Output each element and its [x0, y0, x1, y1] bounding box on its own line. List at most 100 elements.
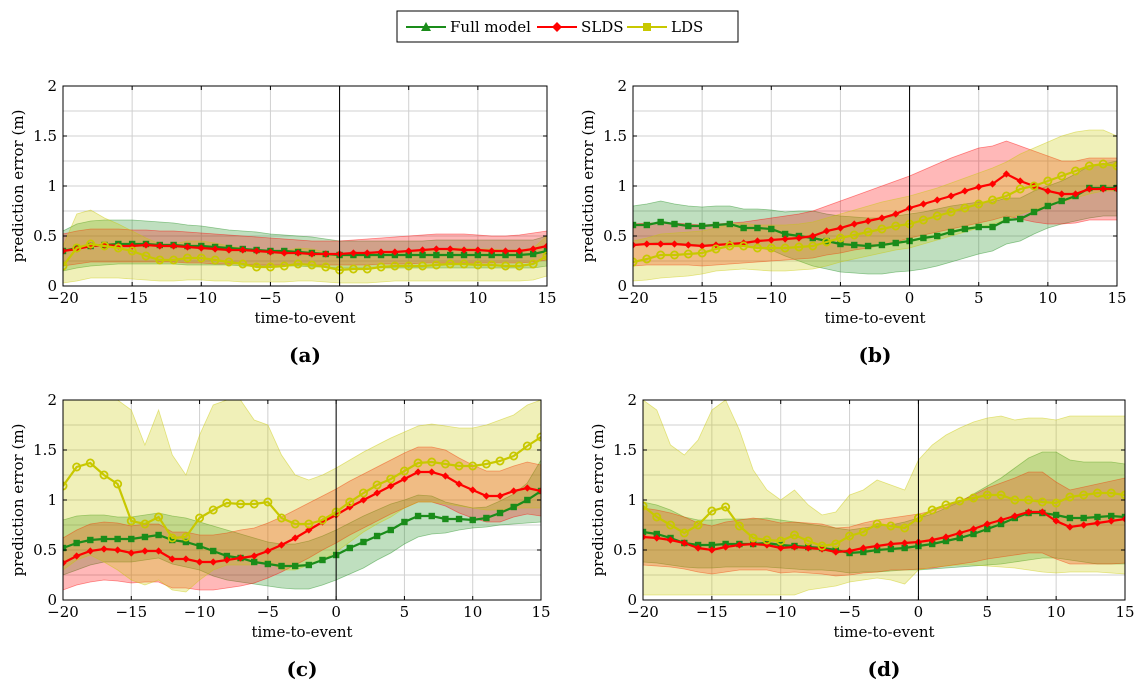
point-slds: [956, 529, 964, 537]
point-slds: [114, 242, 122, 250]
point-lds: [1043, 176, 1053, 186]
point-slds: [529, 245, 537, 253]
point-lds: [321, 262, 331, 272]
point-full-model: [496, 509, 504, 517]
point-full-model: [929, 540, 936, 548]
point-lds: [418, 261, 428, 271]
point-lds: [725, 241, 735, 251]
point-lds: [413, 458, 423, 468]
point-lds: [473, 260, 483, 270]
x-tick-label: −15: [115, 603, 147, 621]
point-lds: [495, 456, 505, 466]
point-slds: [850, 220, 858, 228]
x-axis-label: time-to-event: [824, 309, 925, 327]
legend-diamond-icon: [552, 22, 562, 32]
point-full-model: [873, 546, 881, 554]
point-full-model: [754, 224, 761, 232]
panel-label: (d): [868, 657, 901, 681]
point-lds: [652, 512, 662, 522]
x-tick-label: −5: [259, 289, 281, 307]
point-lds: [666, 520, 676, 530]
point-lds: [1065, 492, 1075, 502]
point-slds: [322, 250, 330, 258]
point-slds: [1011, 512, 1019, 520]
point-lds: [817, 541, 827, 551]
point-lds: [707, 506, 717, 516]
point-full-model: [878, 241, 886, 249]
point-full-model: [419, 251, 426, 259]
point-slds: [684, 241, 692, 249]
point-slds: [501, 247, 510, 255]
point-lds: [835, 233, 845, 243]
point-full-model: [182, 538, 190, 546]
point-full-model: [251, 558, 258, 566]
point-lds: [960, 203, 970, 213]
point-full-model: [685, 222, 692, 230]
panel-label: (c): [286, 657, 317, 681]
point-slds: [183, 243, 192, 251]
point-slds: [363, 249, 371, 257]
x-tick-label: 10: [1047, 603, 1066, 621]
point-slds: [446, 245, 454, 253]
point-slds: [349, 249, 357, 257]
point-lds: [1029, 181, 1039, 191]
point-slds: [1113, 185, 1117, 193]
point-slds: [749, 540, 757, 548]
x-tick-label: 15: [1107, 289, 1126, 307]
point-full-model: [460, 251, 468, 259]
point-full-model: [87, 536, 94, 544]
y-tick-label: 1: [617, 177, 627, 195]
point-slds: [1071, 190, 1080, 198]
point-full-model: [141, 533, 149, 541]
point-lds: [849, 230, 859, 240]
point-full-model: [63, 544, 67, 552]
legend: Full model SLDS LDS: [396, 10, 739, 43]
point-full-model: [864, 242, 872, 250]
point-slds: [864, 217, 872, 225]
point-lds: [891, 221, 901, 231]
point-lds: [362, 264, 372, 274]
y-tick-label: 1.5: [33, 441, 57, 459]
point-lds: [487, 260, 497, 270]
point-full-model: [1003, 216, 1010, 224]
point-slds: [1038, 508, 1046, 516]
point-slds: [1121, 515, 1125, 523]
point-lds: [345, 497, 355, 507]
point-lds: [113, 243, 123, 253]
point-full-model: [155, 531, 162, 539]
point-lds: [900, 523, 910, 533]
point-full-model: [278, 562, 285, 570]
point-slds: [1044, 187, 1052, 195]
point-full-model: [975, 223, 982, 231]
point-full-model: [414, 512, 422, 520]
point-slds: [809, 232, 817, 240]
point-lds: [348, 264, 358, 274]
x-tick-label: −15: [686, 289, 718, 307]
point-lds: [711, 244, 721, 254]
x-tick-label: 5: [983, 603, 993, 621]
point-full-model: [469, 516, 476, 524]
point-full-model: [428, 512, 435, 520]
point-slds: [142, 241, 150, 249]
point-slds: [653, 534, 661, 542]
legend-label-lds: LDS: [671, 18, 703, 36]
point-full-model: [920, 234, 927, 242]
point-slds: [236, 554, 245, 562]
point-full-model: [405, 251, 412, 259]
point-full-model: [1030, 208, 1038, 216]
point-full-model: [196, 542, 203, 550]
point-full-model: [643, 221, 651, 229]
x-tick-label: −5: [257, 603, 279, 621]
point-lds: [445, 259, 455, 269]
point-full-model: [633, 221, 637, 229]
point-lds: [1001, 191, 1011, 201]
point-full-model: [401, 518, 408, 526]
point-full-model: [502, 251, 509, 259]
plot-area: [643, 400, 1125, 596]
point-full-model: [524, 496, 531, 504]
point-slds: [469, 486, 477, 494]
point-full-model: [781, 230, 789, 238]
point-slds: [708, 546, 716, 554]
point-full-model: [516, 251, 523, 259]
